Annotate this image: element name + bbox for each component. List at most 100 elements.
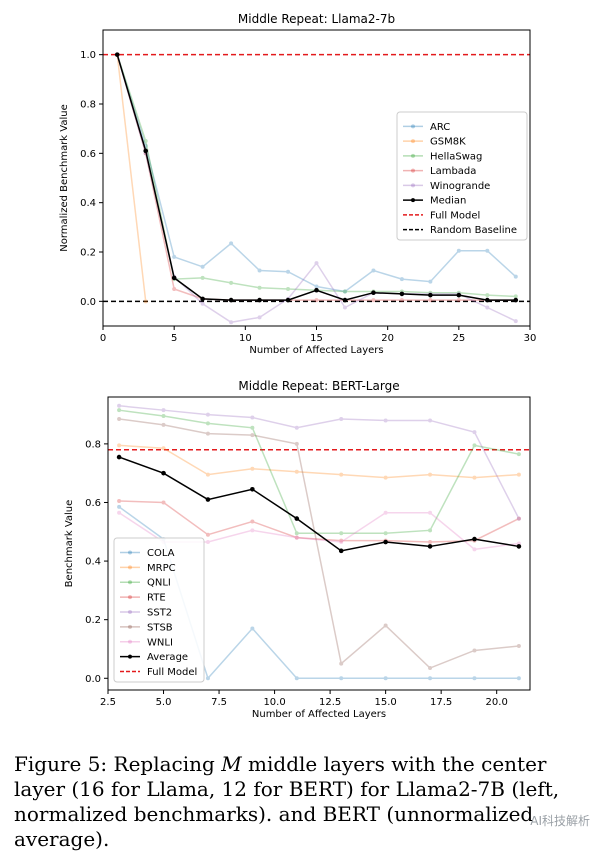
data-point-hellaswag xyxy=(229,280,234,285)
legend-label: GSM8K xyxy=(430,137,466,148)
data-point-lambada xyxy=(314,298,319,303)
data-point-lambada xyxy=(172,287,177,291)
data-point-hellaswag xyxy=(143,139,148,143)
legend-label: Lambada xyxy=(430,166,476,177)
series-line-lambada xyxy=(116,54,516,301)
series-stsb xyxy=(117,416,521,671)
legend: COLA MRPC QNLI RTE SST2 STSB WNLI Average Full M… xyxy=(113,537,205,683)
legend-marker xyxy=(411,198,415,203)
data-point-sst2 xyxy=(205,412,210,417)
data-point-qnli xyxy=(428,528,433,533)
data-point-rte xyxy=(428,540,433,545)
legend-label: RTE xyxy=(147,593,166,604)
y-tick-label: 0.0 xyxy=(80,297,96,308)
legend-item-hellaswag: HellaSwag xyxy=(403,151,482,162)
series-line-arc xyxy=(116,54,517,293)
data-point-average xyxy=(161,470,166,476)
x-tick-label: 30 xyxy=(524,333,537,344)
data-point-average xyxy=(516,544,522,549)
data-point-lambada xyxy=(399,298,404,303)
legend-marker xyxy=(128,654,132,659)
series-mrpc xyxy=(117,443,521,480)
data-point-sst2 xyxy=(383,418,388,423)
data-point-median xyxy=(228,297,234,303)
data-point-winogrande xyxy=(342,305,347,310)
legend-label: HellaSwag xyxy=(430,151,482,162)
x-tick-label: 20 xyxy=(381,333,394,344)
data-point-cola xyxy=(428,676,433,681)
data-point-qnli xyxy=(383,531,388,536)
legend-item-wnli: WNLI xyxy=(120,637,173,648)
data-point-sst2 xyxy=(161,408,166,413)
x-tick-label: 20.0 xyxy=(486,697,508,708)
data-point-mrpc xyxy=(294,469,299,474)
data-point-wnli xyxy=(428,510,433,515)
figure-caption: Figure 5: Replacing M middle layers with… xyxy=(14,752,594,852)
legend-item-mrpc: MRPC xyxy=(120,563,176,574)
data-point-arc xyxy=(428,279,433,284)
legend-item-full-model: Full Model xyxy=(120,667,197,678)
series-line-qnli xyxy=(119,409,520,534)
caption-suffix: middle layers with the center layer (16 … xyxy=(14,752,560,851)
data-point-cola xyxy=(250,626,255,631)
legend-label: Full Model xyxy=(430,210,480,221)
data-point-arc xyxy=(513,274,518,279)
legend-label: QNLI xyxy=(147,578,171,589)
legend-marker xyxy=(411,153,415,158)
y-tick-label: 0.6 xyxy=(80,149,96,160)
chart-title: Middle Repeat: Llama2-7b xyxy=(238,12,395,26)
caption-variable: M xyxy=(221,752,242,776)
data-point-median xyxy=(513,297,519,303)
y-tick-label: 0.8 xyxy=(80,100,96,111)
figure-canvas: Middle Repeat: Llama2-7b 0 5 10 15 20 25 30 0.0 0… xyxy=(59,12,537,720)
x-axis-label: Number of Affected Layers xyxy=(249,345,383,356)
legend-marker xyxy=(128,580,132,585)
data-point-qnli xyxy=(472,443,477,448)
data-point-lambada xyxy=(428,298,433,303)
data-point-lambada xyxy=(456,298,461,303)
data-point-qnli xyxy=(205,421,210,426)
data-point-median xyxy=(371,290,376,296)
legend-label: WNLI xyxy=(147,637,173,648)
data-point-winogrande xyxy=(314,261,319,266)
data-point-cola xyxy=(516,676,521,681)
legend-item-cola: COLA xyxy=(120,548,175,559)
legend-label: ARC xyxy=(430,122,450,133)
data-point-rte xyxy=(516,516,521,521)
data-point-median xyxy=(399,291,405,297)
data-point-winogrande xyxy=(485,305,490,310)
data-point-sst2 xyxy=(250,415,255,420)
x-tick-label: 7.5 xyxy=(211,697,227,708)
x-tick-label: 10 xyxy=(239,333,252,344)
x-tick-label: 2.5 xyxy=(100,697,116,708)
x-tick-label: 5 xyxy=(171,333,177,344)
data-point-sst2 xyxy=(472,430,477,435)
data-point-hellaswag xyxy=(286,287,291,291)
legend-marker xyxy=(128,565,132,570)
data-point-mrpc xyxy=(472,475,477,480)
legend-item-median: Median xyxy=(403,196,466,207)
data-point-qnli xyxy=(161,414,166,419)
legend-label: COLA xyxy=(147,548,175,559)
data-point-average xyxy=(116,454,122,460)
legend-item-random-baseline: Random Baseline xyxy=(403,225,517,236)
x-tick-label: 12.5 xyxy=(319,697,341,708)
axes-frame xyxy=(107,396,531,691)
y-tick-label: 1.0 xyxy=(80,50,96,61)
data-point-qnli xyxy=(250,425,255,430)
data-point-sst2 xyxy=(294,425,299,430)
y-axis-label: Normalized Benchmark Value xyxy=(59,104,70,252)
legend-label: Median xyxy=(430,196,466,207)
data-point-winogrande xyxy=(513,319,518,324)
series-sst2 xyxy=(117,403,521,521)
data-point-median xyxy=(257,297,262,303)
chart-bert: Middle Repeat: BERT-Large 2.5 5.0 7.5 10.0 12… xyxy=(64,379,531,720)
data-point-qnli xyxy=(516,452,521,457)
data-point-wnli xyxy=(117,510,122,515)
data-point-median xyxy=(314,287,319,293)
data-point-average xyxy=(205,497,211,502)
data-point-sst2 xyxy=(117,403,122,408)
series-line-sst2 xyxy=(119,405,520,519)
x-tick-label: 15 xyxy=(310,333,323,344)
data-point-arc xyxy=(286,269,291,274)
